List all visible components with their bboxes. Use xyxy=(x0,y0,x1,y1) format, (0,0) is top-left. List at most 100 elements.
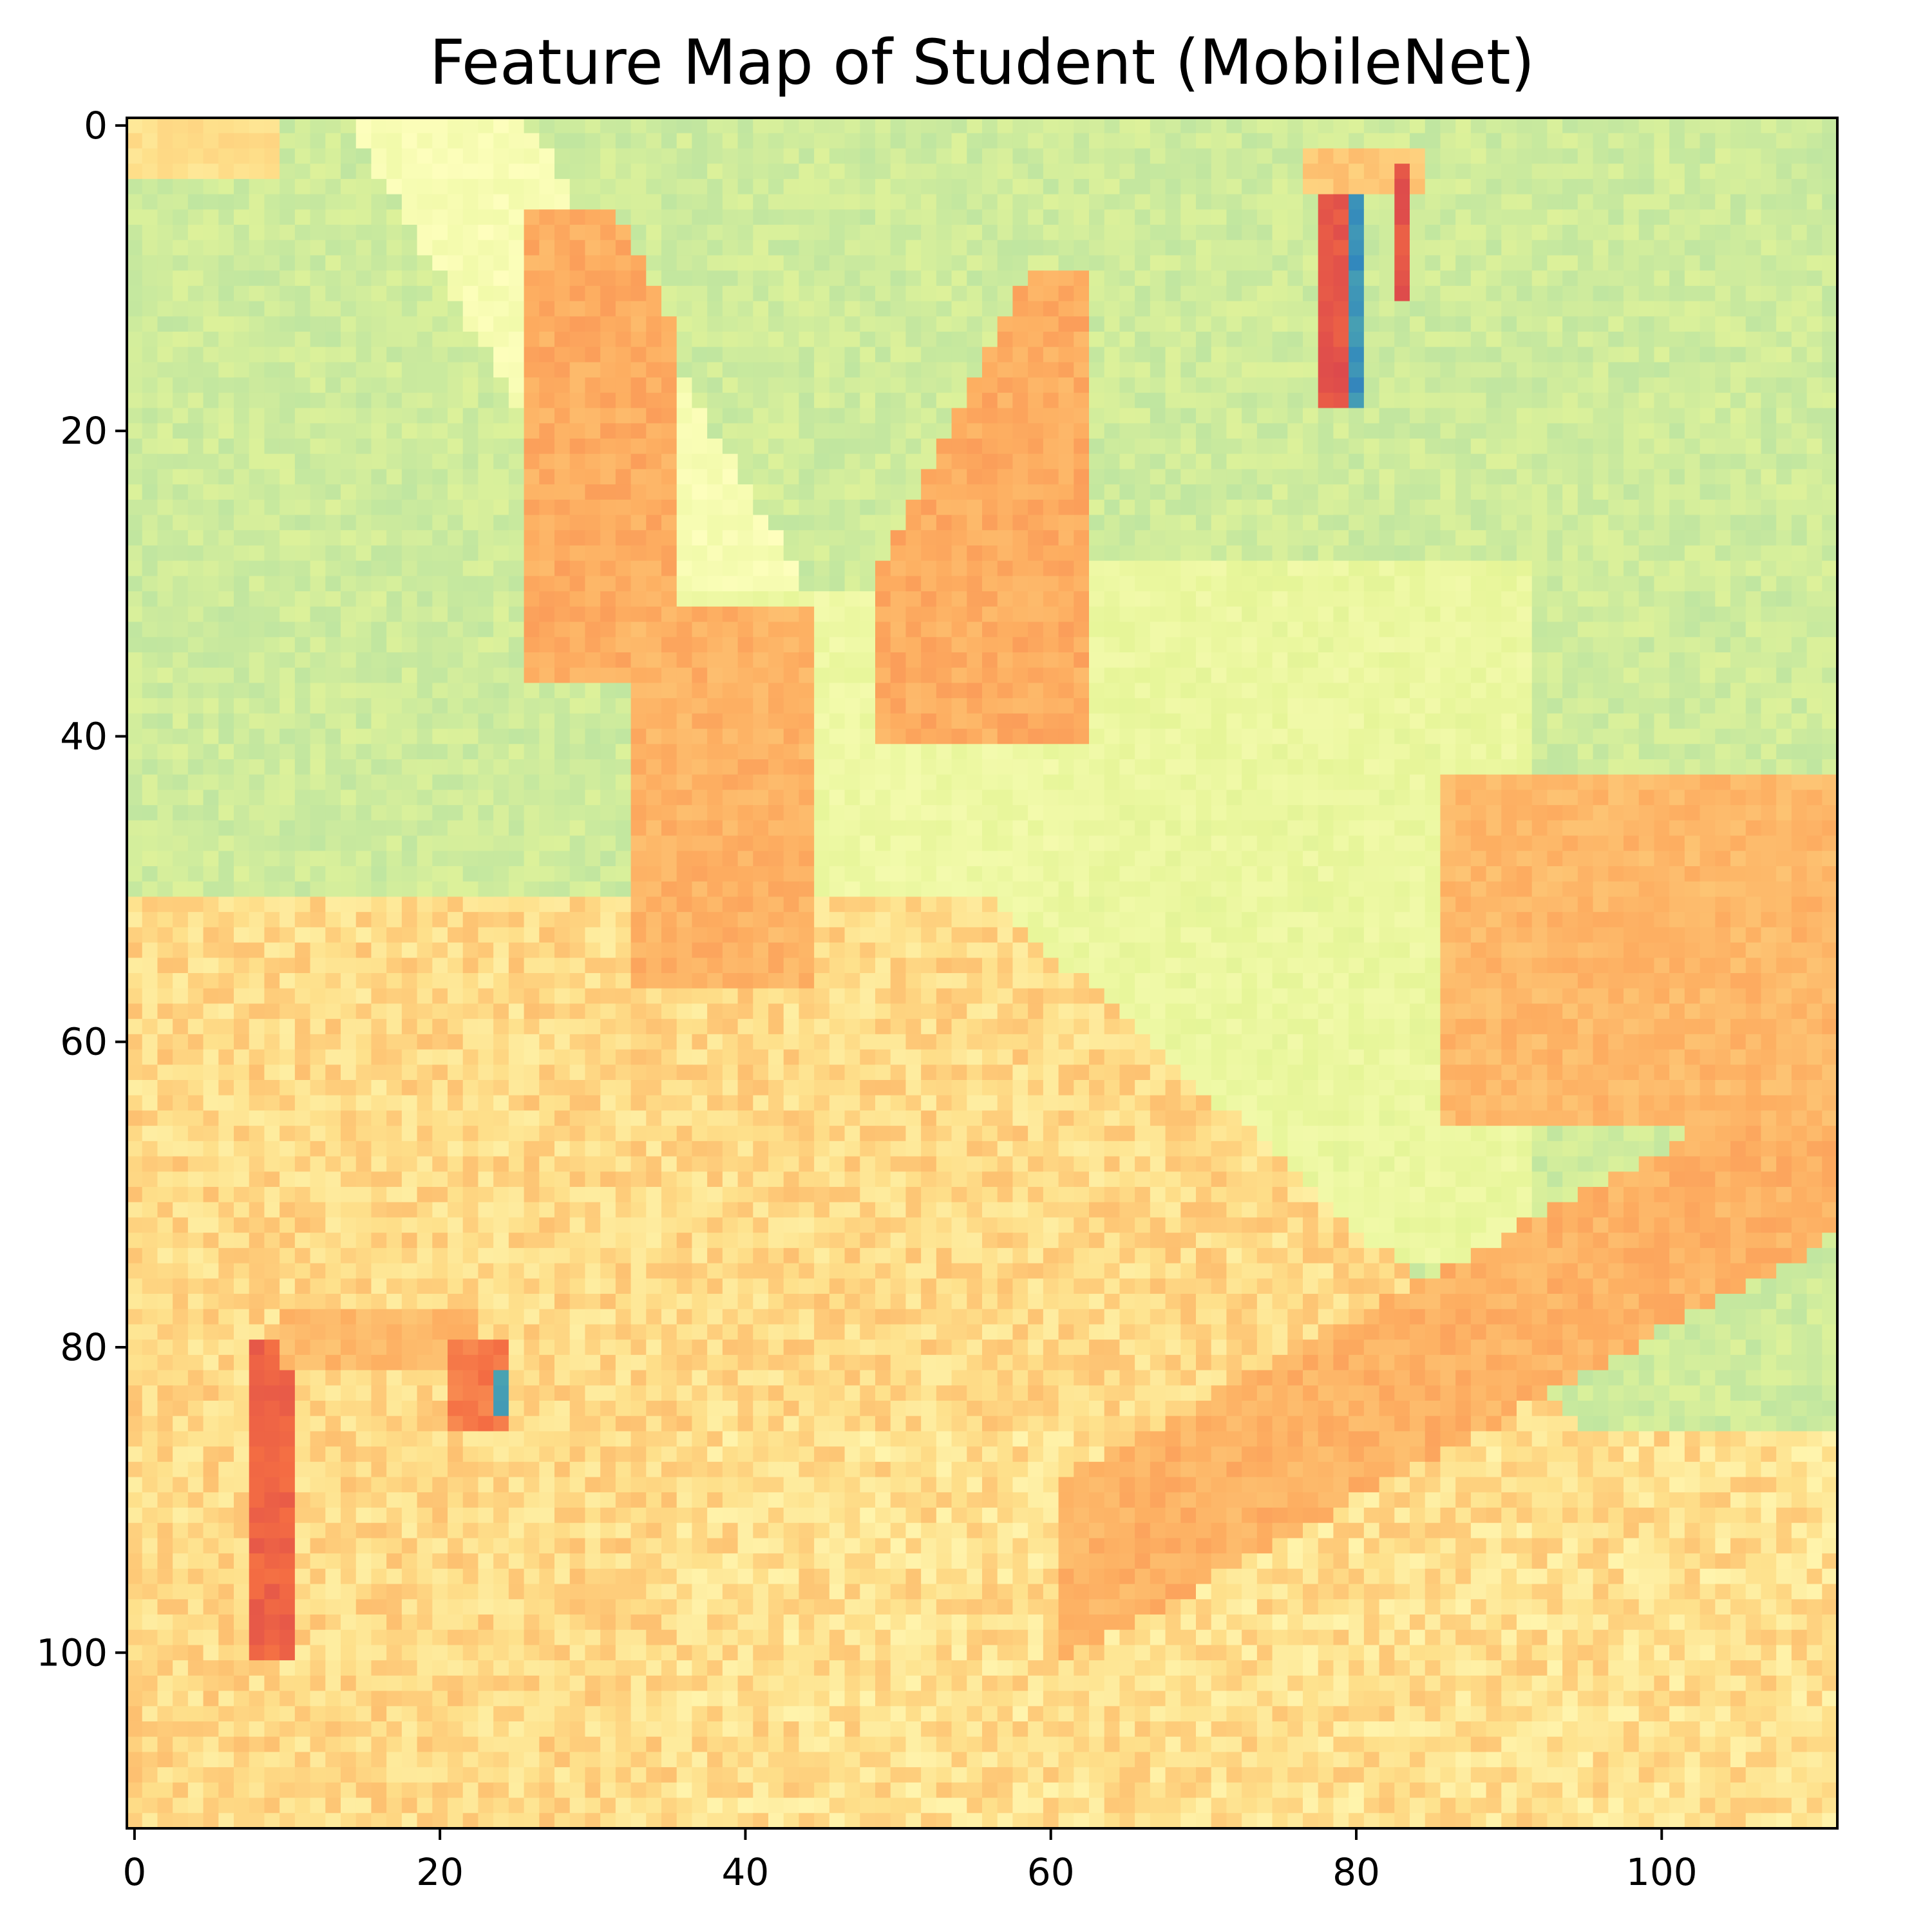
heatmap-cell xyxy=(448,362,464,378)
heatmap-cell xyxy=(1256,423,1273,439)
heatmap-cell xyxy=(341,178,357,195)
heatmap-cell xyxy=(783,728,800,744)
heatmap-cell xyxy=(875,545,891,562)
heatmap-cell xyxy=(1196,270,1212,287)
heatmap-cell xyxy=(661,698,677,714)
heatmap-cell xyxy=(371,637,387,653)
heatmap-cell xyxy=(1089,332,1105,348)
heatmap-cell xyxy=(1745,637,1762,653)
heatmap-cell xyxy=(722,362,739,378)
heatmap-cell xyxy=(1379,744,1395,760)
heatmap-cell xyxy=(432,637,448,653)
heatmap-cell xyxy=(860,621,876,638)
heatmap-cell xyxy=(600,285,616,302)
heatmap-cell xyxy=(234,759,250,775)
heatmap-cell xyxy=(1012,560,1028,577)
heatmap-cell xyxy=(814,377,830,393)
heatmap-cell xyxy=(1715,774,1731,791)
heatmap-cell xyxy=(1669,240,1685,256)
heatmap-cell xyxy=(615,225,632,241)
heatmap-cell xyxy=(554,316,571,332)
heatmap-cell xyxy=(722,560,739,577)
heatmap-cell xyxy=(1180,606,1197,623)
heatmap-cell xyxy=(187,698,204,714)
heatmap-cell xyxy=(554,576,571,592)
heatmap-cell xyxy=(1669,530,1685,546)
heatmap-cell xyxy=(630,790,647,806)
heatmap-cell xyxy=(325,439,341,455)
heatmap-cell xyxy=(187,713,204,730)
heatmap-cell xyxy=(1593,499,1609,516)
heatmap-cell xyxy=(1211,621,1227,638)
heatmap-cell xyxy=(294,576,311,592)
heatmap-cell xyxy=(1180,301,1197,317)
heatmap-cell xyxy=(1256,362,1273,378)
heatmap-cell xyxy=(341,698,357,714)
heatmap-cell xyxy=(646,713,662,730)
heatmap-cell xyxy=(844,713,860,730)
heatmap-cell xyxy=(630,774,647,791)
heatmap-cell xyxy=(1562,576,1578,592)
heatmap-cell xyxy=(539,499,555,516)
heatmap-cell xyxy=(493,545,509,562)
heatmap-cell xyxy=(1517,270,1533,287)
heatmap-cell xyxy=(173,790,189,806)
heatmap-cell xyxy=(1776,453,1792,470)
heatmap-cell xyxy=(1806,591,1823,607)
heatmap-cell xyxy=(1410,164,1426,180)
heatmap-cell xyxy=(1593,515,1609,531)
heatmap-cell xyxy=(1425,606,1441,623)
heatmap-cell xyxy=(967,332,983,348)
heatmap-cell xyxy=(967,499,983,516)
heatmap-cell xyxy=(967,683,983,699)
heatmap-cell xyxy=(875,240,891,256)
heatmap-cell xyxy=(1806,744,1823,760)
heatmap-cell xyxy=(1577,774,1594,791)
heatmap-cell xyxy=(1455,453,1472,470)
heatmap-cell xyxy=(554,148,571,164)
heatmap-cell xyxy=(1379,270,1395,287)
heatmap-cell xyxy=(234,499,250,516)
heatmap-cell xyxy=(676,148,693,164)
heatmap-cell xyxy=(1165,453,1181,470)
heatmap-cell xyxy=(1150,545,1166,562)
heatmap-cell xyxy=(1256,164,1273,180)
heatmap-cell xyxy=(1196,759,1212,775)
heatmap-cell xyxy=(1608,133,1624,149)
heatmap-cell xyxy=(294,698,311,714)
heatmap-cell xyxy=(478,148,494,164)
heatmap-cell xyxy=(1470,774,1487,791)
heatmap-cell xyxy=(585,576,601,592)
heatmap-cell xyxy=(341,392,357,409)
heatmap-cell xyxy=(493,453,509,470)
heatmap-cell xyxy=(1287,255,1303,271)
heatmap-cell xyxy=(890,408,907,424)
heatmap-cell xyxy=(187,209,204,225)
heatmap-cell xyxy=(1242,362,1258,378)
heatmap-cell xyxy=(325,774,341,791)
heatmap-cell xyxy=(218,194,234,210)
heatmap-cell xyxy=(1501,576,1517,592)
heatmap-cell xyxy=(1318,148,1334,164)
heatmap-cell xyxy=(539,606,555,623)
heatmap-cell xyxy=(1410,118,1426,134)
heatmap-cell xyxy=(1745,240,1762,256)
heatmap-cell xyxy=(1165,728,1181,744)
heatmap-cell xyxy=(600,332,616,348)
heatmap-cell xyxy=(1363,683,1380,699)
heatmap-cell xyxy=(1379,560,1395,577)
heatmap-cell xyxy=(1074,774,1090,791)
heatmap-cell xyxy=(829,530,846,546)
heatmap-cell xyxy=(1791,728,1808,744)
heatmap-cell xyxy=(218,683,234,699)
heatmap-cell xyxy=(1318,362,1334,378)
heatmap-cell xyxy=(1745,713,1762,730)
heatmap-cell xyxy=(1486,744,1502,760)
heatmap-cell xyxy=(1363,332,1380,348)
heatmap-cell xyxy=(1165,148,1181,164)
heatmap-cell xyxy=(982,515,998,531)
heatmap-cell xyxy=(1455,240,1472,256)
heatmap-cell xyxy=(692,637,708,653)
heatmap-cell xyxy=(1608,453,1624,470)
heatmap-cell xyxy=(1043,332,1059,348)
